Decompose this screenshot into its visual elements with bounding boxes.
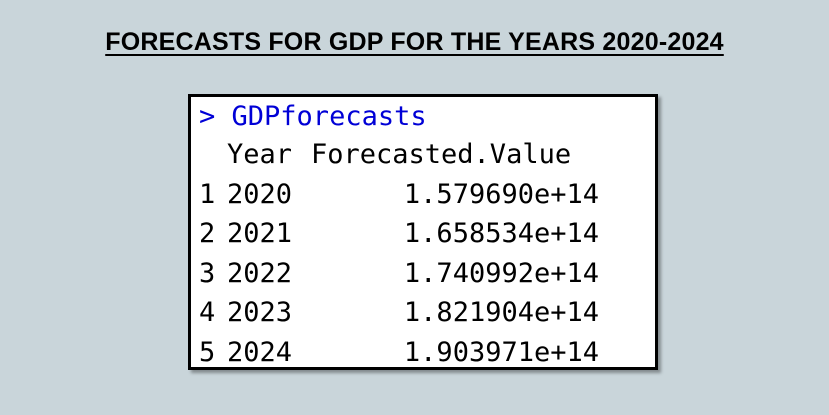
year-column-header: Year	[227, 139, 293, 170]
row-year: 2020	[227, 178, 293, 210]
row-value: 1.903971e+14	[403, 336, 599, 368]
row-year: 2022	[227, 257, 293, 289]
row-index: 4	[199, 297, 216, 328]
console-command-line: > GDPforecasts	[199, 99, 655, 135]
table-header-row: Year Forecasted.Value	[199, 135, 655, 175]
table-row: 1 2020 1.579690e+14	[199, 175, 655, 215]
table-row: 5 2024 1.903971e+14	[199, 333, 655, 373]
row-value: 1.579690e+14	[403, 178, 599, 210]
console-command: GDPforecasts	[231, 101, 427, 132]
console-prompt: >	[199, 101, 216, 132]
table-row: 2 2021 1.658534e+14	[199, 214, 655, 254]
forecasted-value-column-header: Forecasted.Value	[311, 139, 572, 170]
row-index: 3	[199, 257, 216, 289]
row-value: 1.658534e+14	[403, 218, 599, 249]
row-value: 1.821904e+14	[403, 297, 599, 328]
slide-title-text: FORECASTS FOR GDP FOR THE YEARS 2020-202…	[105, 28, 724, 56]
row-year: 2024	[227, 336, 293, 368]
row-value: 1.740992e+14	[403, 257, 599, 289]
row-year: 2021	[227, 218, 293, 249]
slide-title: FORECASTS FOR GDP FOR THE YEARS 2020-202…	[0, 28, 829, 57]
row-index: 1	[199, 178, 216, 210]
table-row: 3 2022 1.740992e+14	[199, 254, 655, 294]
row-year: 2023	[227, 297, 293, 328]
row-index: 5	[199, 336, 216, 368]
r-console-output: > GDPforecasts Year Forecasted.Value 1 202…	[188, 94, 658, 370]
table-row: 4 2023 1.821904e+14	[199, 293, 655, 333]
row-index: 2	[199, 218, 216, 249]
